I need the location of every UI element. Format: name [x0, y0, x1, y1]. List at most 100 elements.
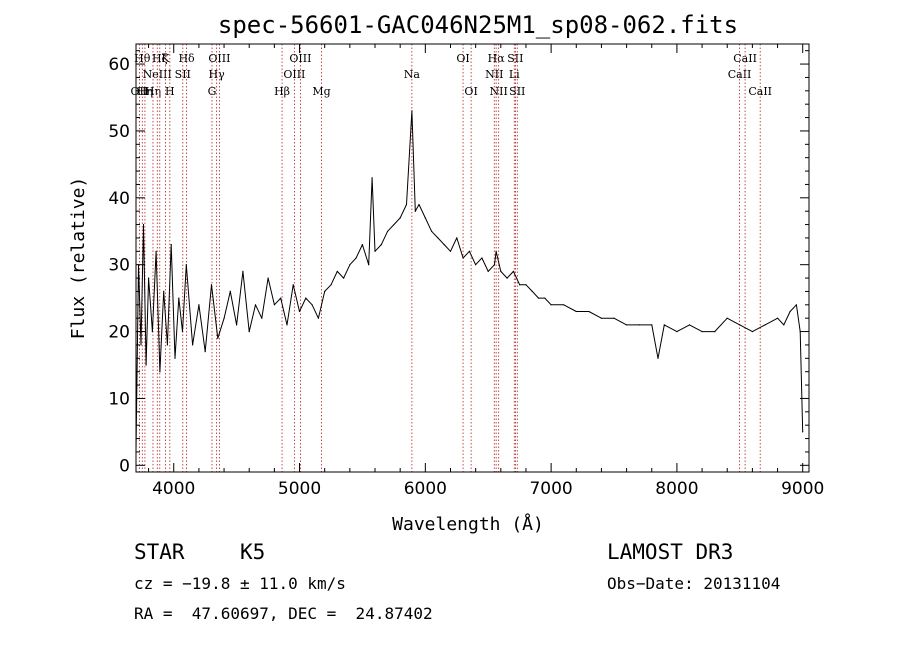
spectral-line-markers: OIIHθHηHηNeIIIHζKHSIIHδGHγOIIIHβOIIIOIII…: [131, 44, 772, 472]
data-point-0-54: [418, 203, 420, 206]
data-point-0-79: [588, 310, 590, 313]
data-point-0-21: [223, 317, 225, 319]
x-axis-label: Wavelength (Å): [392, 513, 544, 535]
x-tick-label-1: 5000: [278, 479, 321, 499]
coordinates: RA = 47.60697, DEC = 24.87402: [134, 604, 433, 623]
data-point-0-33: [298, 310, 301, 313]
data-point-0-32: [292, 284, 294, 286]
data-point-0-57: [437, 237, 439, 239]
data-point-0-22: [229, 290, 231, 292]
data-point-0-41: [349, 264, 351, 266]
data-point-0-70: [512, 270, 515, 272]
object-class: STAR: [134, 540, 185, 564]
x-tick-label-0: 4000: [152, 479, 195, 499]
line-label-10: G: [208, 85, 217, 98]
data-point-0-89: [701, 331, 703, 333]
line-label-2: Hη: [137, 85, 153, 98]
data-point-0-61: [462, 257, 464, 259]
data-point-0-67: [495, 250, 497, 252]
data-point-0-84: [651, 324, 653, 326]
y-tick-label-1: 10: [108, 389, 130, 409]
line-label-27: CaII: [733, 52, 757, 65]
chart-title: spec-56601-GAC046N25M1_sp08-062.fits: [218, 11, 738, 39]
data-point-0-80: [600, 317, 603, 319]
data-point-0-62: [468, 250, 470, 252]
object-subclass: K5: [240, 540, 266, 564]
x-tick-label-5: 9000: [781, 479, 824, 499]
data-point-0-88: [688, 324, 691, 326]
data-point-0-30: [280, 297, 282, 299]
data-point-0-39: [336, 270, 338, 272]
data-point-0-15: [185, 264, 187, 266]
line-label-16: Mg: [312, 85, 330, 98]
data-point-0-60: [456, 237, 458, 239]
data-point-0-6: [151, 331, 153, 333]
data-point-0-93: [751, 331, 754, 333]
data-point-0-72: [525, 284, 527, 286]
line-label-21: Hα: [488, 52, 506, 65]
data-point-0-18: [204, 351, 206, 353]
data-point-0-45: [371, 177, 373, 179]
observation-date: Obs−Date: 20131104: [607, 574, 781, 593]
data-point-0-11: [170, 244, 172, 246]
data-point-0-68: [500, 270, 502, 272]
data-point-0-55: [424, 217, 426, 219]
flux-series: [135, 110, 804, 453]
data-point-0-43: [361, 244, 363, 246]
data-point-0-35: [311, 304, 313, 306]
data-point-0-8: [159, 371, 161, 373]
data-point-0-87: [676, 331, 678, 333]
data-point-0-25: [248, 331, 250, 333]
data-point-0-52: [411, 110, 413, 112]
line-label-23: Li: [509, 68, 520, 81]
x-tick-label-3: 7000: [529, 479, 572, 499]
line-label-1: Hθ: [134, 52, 151, 65]
line-label-14: OIII: [283, 68, 305, 81]
data-point-0-98: [795, 304, 798, 306]
data-point-0-46: [374, 250, 376, 252]
data-point-0-37: [324, 290, 326, 292]
line-label-12: OIII: [208, 52, 230, 65]
line-label-18: OI: [456, 52, 469, 65]
data-point-0-96: [783, 324, 785, 326]
redshift-velocity: cz = −19.8 ± 11.0 km/s: [134, 574, 346, 593]
data-point-0-10: [166, 344, 168, 346]
data-point-0-38: [330, 284, 332, 286]
data-point-0-81: [613, 317, 615, 319]
line-label-11: Hγ: [209, 68, 226, 81]
line-label-9: Hδ: [178, 52, 195, 65]
data-point-0-64: [481, 257, 483, 259]
data-point-0-92: [739, 324, 741, 326]
line-label-7: H: [165, 85, 175, 98]
line-label-0: OII: [131, 85, 149, 98]
data-point-0-27: [261, 317, 263, 319]
data-point-0-49: [393, 224, 395, 226]
data-point-0-36: [317, 317, 319, 319]
y-tick-label-5: 50: [108, 122, 130, 142]
data-point-0-53: [414, 210, 416, 212]
data-point-0-47: [380, 244, 382, 246]
data-point-0-66: [493, 264, 496, 266]
data-point-0-75: [544, 297, 546, 299]
line-label-28: CaII: [748, 85, 772, 98]
data-point-0-17: [198, 304, 200, 306]
x-tick-label-2: 6000: [404, 479, 447, 499]
data-point-0-73: [531, 290, 533, 292]
data-point-0-5: [148, 277, 150, 279]
line-label-8: SII: [175, 68, 191, 81]
y-tick-label-2: 20: [108, 323, 130, 343]
x-tick-label-4: 8000: [655, 479, 698, 499]
plot-frame: [135, 43, 810, 473]
y-axis-ticks: 0 10 20 30 40 50 60: [108, 50, 809, 476]
data-point-0-26: [254, 304, 257, 306]
data-point-0-82: [626, 324, 628, 326]
data-point-0-69: [506, 277, 508, 279]
data-point-0-94: [764, 324, 766, 326]
data-point-0-16: [192, 344, 194, 346]
line-label-22: NII: [490, 85, 508, 98]
y-tick-label-4: 40: [108, 189, 130, 209]
x-axis-ticks: 4000 5000 6000 7000 8000 9000: [148, 44, 824, 499]
data-point-0-83: [638, 324, 640, 326]
data-point-0-50: [399, 217, 401, 219]
line-label-3: Hη: [145, 85, 161, 98]
